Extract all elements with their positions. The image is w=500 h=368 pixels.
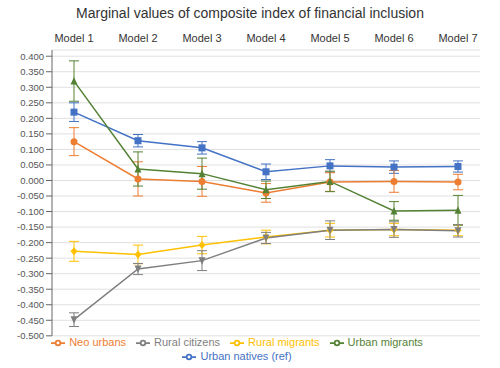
html-text:Rural migrants: Rural migrants <box>248 335 320 348</box>
svg-text:0.050: 0.050 <box>20 159 44 170</box>
svg-text:0.100: 0.100 <box>20 144 44 155</box>
svg-text:Model 2: Model 2 <box>118 32 157 44</box>
svg-text:0.150: 0.150 <box>20 128 44 139</box>
svg-text:0.000: 0.000 <box>20 175 44 186</box>
svg-text:-0.250: -0.250 <box>17 253 44 264</box>
svg-text:0.350: 0.350 <box>20 66 44 77</box>
svg-text:-0.100: -0.100 <box>17 206 44 217</box>
svg-text:Model 1: Model 1 <box>54 32 93 44</box>
svg-text:-0.200: -0.200 <box>17 237 44 248</box>
svg-text:-0.450: -0.450 <box>17 315 44 326</box>
svg-text:-0.150: -0.150 <box>17 221 44 232</box>
html-text:Neo urbans: Neo urbans <box>69 335 126 348</box>
svg-text:-0.300: -0.300 <box>17 268 44 279</box>
svg-text:0.200: 0.200 <box>20 113 44 124</box>
svg-text:Model 4: Model 4 <box>246 32 285 44</box>
svg-text:Model 3: Model 3 <box>182 32 221 44</box>
svg-text:0.400: 0.400 <box>20 51 44 62</box>
svg-text:Model 5: Model 5 <box>310 32 349 44</box>
svg-text:-0.050: -0.050 <box>17 190 44 201</box>
html-text:Rural citizens: Rural citizens <box>154 335 221 348</box>
svg-text:Model 6: Model 6 <box>374 32 413 44</box>
html-text:Marginal values of composite i: Marginal values of composite index of fi… <box>76 5 424 21</box>
svg-text:-0.350: -0.350 <box>17 284 44 295</box>
svg-text:0.250: 0.250 <box>20 97 44 108</box>
svg-text:-0.400: -0.400 <box>17 299 44 310</box>
html-text:Urban migrants: Urban migrants <box>347 335 423 348</box>
svg-text:0.300: 0.300 <box>20 82 44 93</box>
svg-text:-0.500: -0.500 <box>17 330 44 341</box>
html-text:Urban natives (ref): Urban natives (ref) <box>200 349 292 362</box>
svg-text:Model 7: Model 7 <box>438 32 477 44</box>
